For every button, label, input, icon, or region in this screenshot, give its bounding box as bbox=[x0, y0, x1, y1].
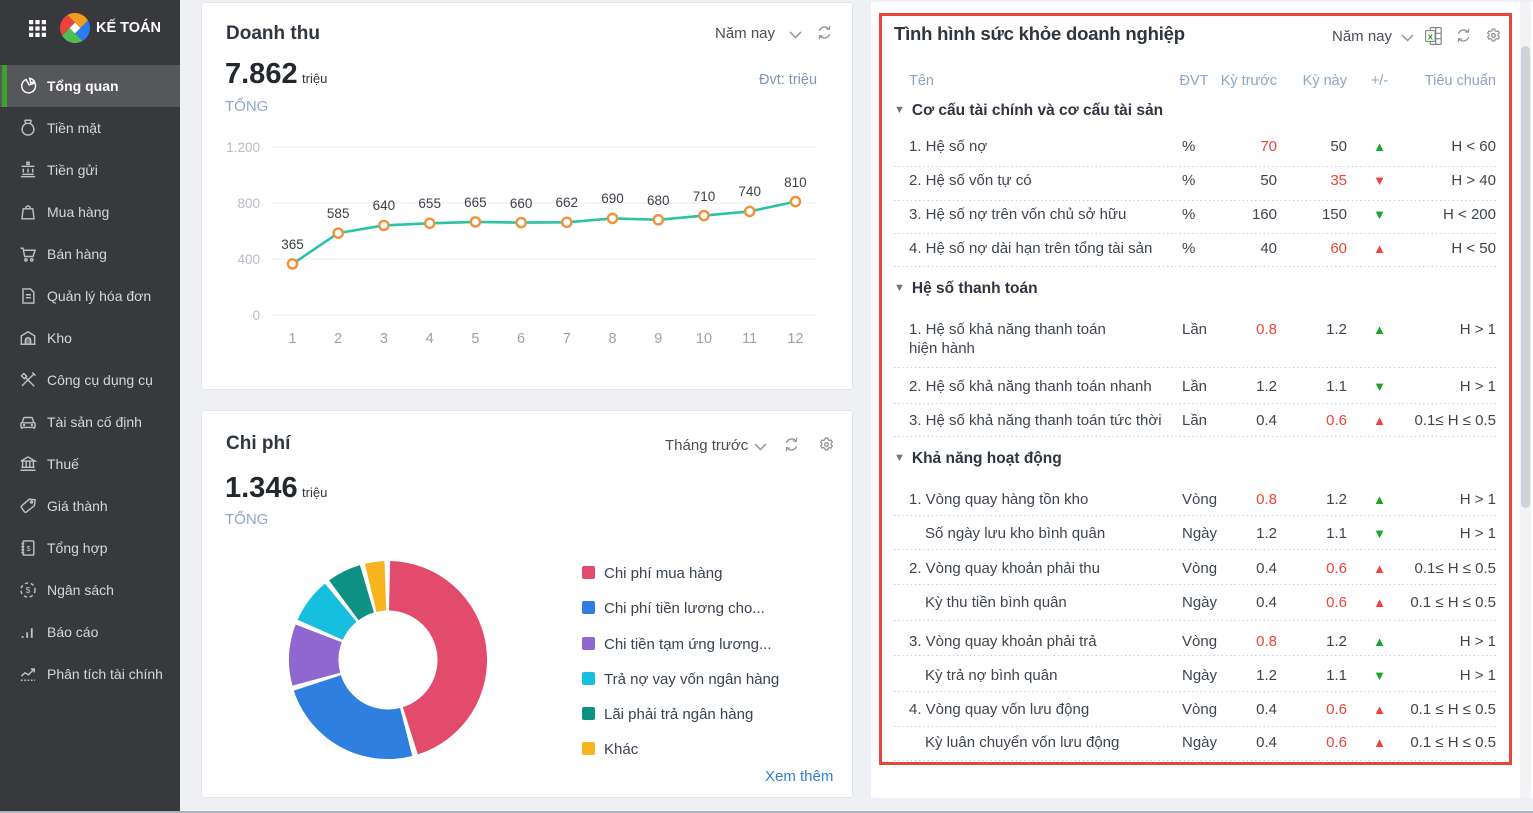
svg-text:3: 3 bbox=[380, 331, 388, 347]
svg-text:680: 680 bbox=[647, 193, 670, 208]
svg-text:400: 400 bbox=[237, 252, 260, 267]
svg-text:2: 2 bbox=[334, 331, 342, 347]
svg-text:800: 800 bbox=[237, 196, 260, 211]
svg-text:740: 740 bbox=[738, 184, 761, 199]
svg-text:$: $ bbox=[26, 585, 31, 595]
svg-text:662: 662 bbox=[556, 195, 579, 210]
svg-text:12: 12 bbox=[787, 331, 803, 347]
svg-text:1: 1 bbox=[288, 331, 296, 347]
svg-text:8: 8 bbox=[608, 331, 616, 347]
svg-text:$: $ bbox=[26, 544, 31, 553]
svg-text:810: 810 bbox=[784, 175, 807, 190]
svg-text:665: 665 bbox=[464, 195, 487, 210]
svg-text:585: 585 bbox=[327, 206, 350, 221]
svg-text:x: x bbox=[1428, 32, 1434, 43]
svg-text:9: 9 bbox=[654, 331, 662, 347]
svg-text:7: 7 bbox=[563, 331, 571, 347]
svg-text:0: 0 bbox=[252, 308, 260, 323]
svg-text:1.200: 1.200 bbox=[226, 140, 260, 155]
svg-text:365: 365 bbox=[281, 237, 304, 252]
svg-text:710: 710 bbox=[693, 189, 716, 204]
svg-text:10: 10 bbox=[696, 331, 712, 347]
svg-text:4: 4 bbox=[426, 331, 434, 347]
svg-text:6: 6 bbox=[517, 331, 525, 347]
svg-text:660: 660 bbox=[510, 196, 533, 211]
svg-text:640: 640 bbox=[373, 198, 396, 213]
svg-text:655: 655 bbox=[418, 196, 441, 211]
svg-text:690: 690 bbox=[601, 191, 624, 206]
svg-text:11: 11 bbox=[742, 331, 757, 347]
svg-text:5: 5 bbox=[471, 331, 479, 347]
